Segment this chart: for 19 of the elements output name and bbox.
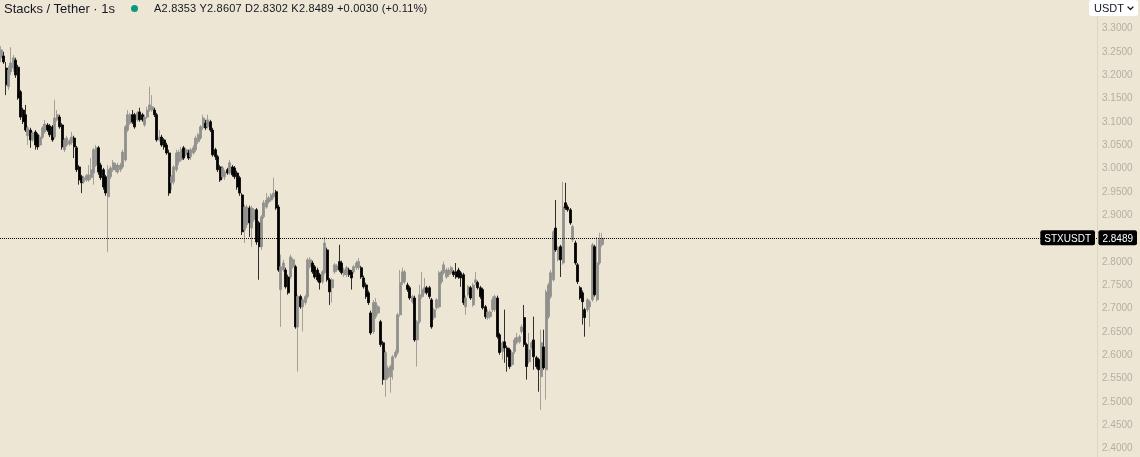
y-tick-label: 3.2000 <box>1102 69 1134 81</box>
y-tick-label: 3.1000 <box>1102 115 1134 127</box>
annotation: 2.8489 <box>1102 232 1134 244</box>
candlestick <box>411 294 414 304</box>
ref-line-label: STXUSDT <box>1044 232 1091 244</box>
y-tick-label: 3.0000 <box>1102 162 1134 174</box>
candlestick <box>331 277 334 304</box>
y-tick-label: 2.4000 <box>1102 442 1134 454</box>
chart-title: Stacks / Tether · 1s <box>4 0 116 16</box>
y-tick-label: 3.1500 <box>1102 92 1134 104</box>
y-tick-label: 3.3000 <box>1102 22 1134 34</box>
y-tick-label: 3.0500 <box>1102 139 1134 151</box>
y-tick-label: 3.2500 <box>1102 45 1134 57</box>
y-tick-label: 2.4500 <box>1102 418 1134 430</box>
y-axis-title: USDT <box>1094 2 1124 14</box>
candlestick <box>518 334 521 345</box>
chart-subtitle: A2.8353 Y2.8607 D2.8302 K2.8489 +0.0030 (+0.11%) <box>154 2 428 14</box>
candlestick <box>520 324 523 335</box>
candlestick <box>369 310 372 336</box>
